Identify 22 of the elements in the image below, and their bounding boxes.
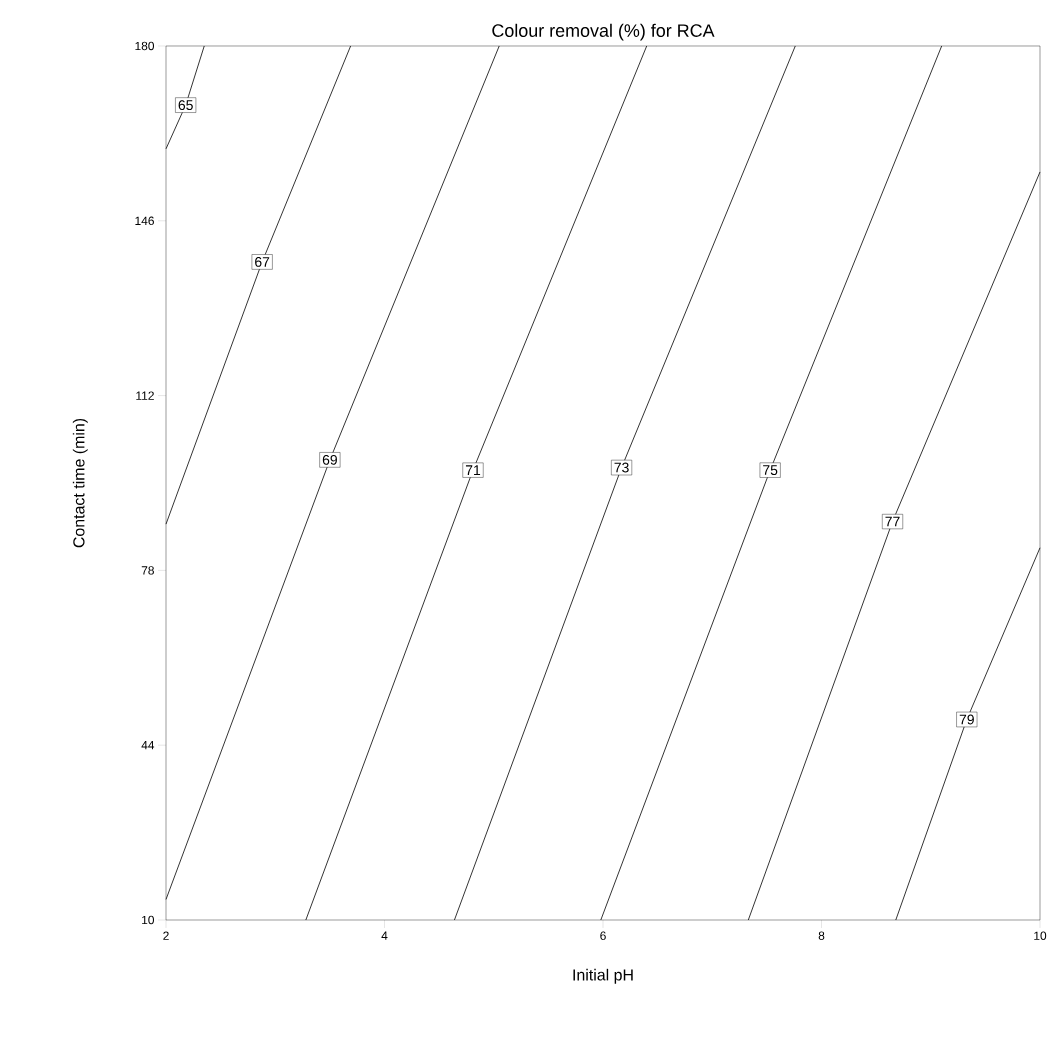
y-tick-label: 44 xyxy=(141,741,155,750)
x-tick-label: 8 xyxy=(818,931,825,940)
series-label: 77 xyxy=(885,516,900,527)
y-tick-label: 10 xyxy=(142,915,155,925)
x-tick-label: 10 xyxy=(1034,931,1047,940)
series-label: 67 xyxy=(255,256,270,267)
series-label: 71 xyxy=(465,465,481,475)
y-tick-label: 146 xyxy=(135,216,154,226)
x-tick-label: 4 xyxy=(381,931,388,940)
x-axis-title: Initial pH xyxy=(573,968,633,984)
y-tick-label: 112 xyxy=(136,391,154,400)
series-label: 75 xyxy=(763,465,778,476)
chart-title: Colour removal (%) for RCA xyxy=(492,23,715,41)
y-tick-label: 180 xyxy=(135,41,155,51)
x-tick-label: 2 xyxy=(163,931,169,940)
y-tick-label: 78 xyxy=(141,566,154,575)
y-axis-title: Contact time (min) xyxy=(72,418,88,548)
series-label: 65 xyxy=(178,100,193,111)
series-label: 79 xyxy=(959,714,974,725)
series-label: 73 xyxy=(614,462,629,473)
x-tick-label: 6 xyxy=(600,931,606,940)
series-label: 69 xyxy=(322,454,337,465)
